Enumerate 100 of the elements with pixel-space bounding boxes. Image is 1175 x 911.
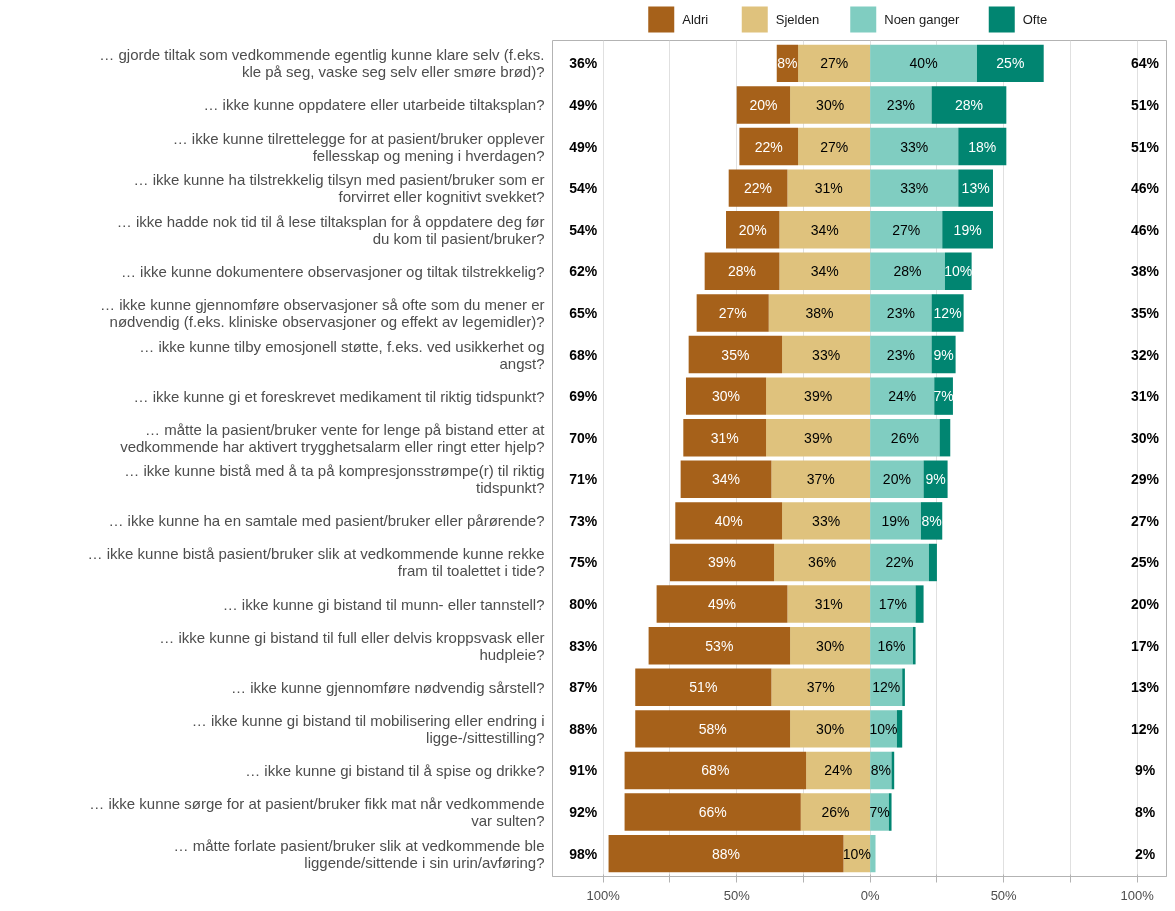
data-label: 16% [877, 637, 906, 654]
data-label: 88% [712, 845, 741, 862]
data-label: 10% [869, 720, 898, 737]
bar [739, 127, 799, 166]
data-label: 7% [933, 388, 954, 405]
text: 88% [569, 720, 598, 737]
text: 25% [1131, 554, 1160, 571]
data-label: 17% [878, 596, 907, 613]
text: 32% [1131, 346, 1160, 363]
text: 51% [1131, 138, 1160, 155]
text: 64% [1131, 55, 1160, 72]
data-label: 33% [812, 346, 841, 363]
bar [704, 252, 780, 291]
x-tick-label: 0% [860, 887, 881, 903]
bar [870, 335, 932, 374]
data-label: 35% [721, 346, 750, 363]
data-label: 24% [888, 388, 917, 405]
y-tick-label: … gjorde tiltak som vedkommende egentlig kunne klare selv (f.eks. kle på seg, vaske seg selv eller smøre brød)? [99, 46, 545, 81]
bar [870, 377, 935, 415]
y-tick-label: … ikke kunne oppdatere eller utarbeide tiltaksplan? [203, 96, 545, 114]
bar [635, 668, 772, 706]
text: 8% [1134, 804, 1156, 821]
data-label: 39% [708, 554, 737, 571]
data-label: 12% [933, 304, 962, 321]
bar [870, 44, 977, 83]
data-label: 9% [933, 346, 954, 363]
bar [736, 86, 791, 124]
text: 49% [569, 96, 598, 113]
text: 38% [1131, 263, 1160, 280]
data-label: 22% [754, 138, 783, 155]
bar [669, 543, 775, 582]
text: 36% [569, 55, 598, 72]
bar [635, 710, 791, 748]
data-label: 10% [944, 263, 973, 280]
y-tick-label: … ikke kunne bistå med å ta på kompresjonsstrømpe(r) til riktig tidspunkt? [124, 462, 545, 497]
bar [675, 502, 783, 540]
bar [798, 127, 871, 166]
data-label: 26% [890, 429, 919, 446]
text: 62% [569, 263, 598, 280]
bar [768, 294, 871, 332]
bar [976, 44, 1044, 83]
y-tick-label: … måtte la pasient/bruker vente for lenge på bistand etter at vedkommende har aktivert trygghetsalarm eller ringt etter hjelp? [120, 420, 546, 455]
bar [782, 502, 871, 540]
bar [608, 834, 844, 873]
bar [790, 626, 871, 665]
data-label: 23% [886, 304, 915, 321]
text: 75% [569, 554, 598, 571]
data-label: 22% [744, 180, 773, 197]
data-label: 19% [953, 221, 982, 238]
bar [870, 502, 921, 540]
bar [683, 418, 767, 457]
bar [766, 377, 871, 415]
bar [766, 418, 871, 457]
y-tick-label: … ikke kunne bistå pasient/bruker slik at vedkommende kunne rekke fram til toalettet i tide? [87, 545, 545, 580]
y-tick-label: … ikke hadde nok tid til å lese tiltaksplan for å oppdatere deg før du kom til pasient/bruker? [116, 212, 545, 247]
bar [902, 668, 905, 706]
data-label: 28% [728, 263, 757, 280]
data-label: 8% [870, 762, 891, 779]
data-label: 49% [708, 596, 737, 613]
y-tick-label: … ikke kunne ha en samtale med pasient/bruker eller pårørende? [108, 512, 545, 530]
data-label: 27% [718, 304, 747, 321]
y-tick-label: … ikke kunne gi bistand til å spise og drikke? [245, 761, 545, 779]
bar [870, 543, 929, 582]
bar [870, 294, 932, 332]
y-tick-label: … ikke kunne gi bistand til full eller delvis kroppsvask eller hudpleie? [159, 628, 545, 663]
data-label: 13% [961, 180, 990, 197]
data-label: 30% [816, 637, 845, 654]
data-label: 37% [806, 679, 835, 696]
bar [888, 793, 892, 831]
bar [726, 211, 780, 249]
data-label: 18% [968, 138, 997, 155]
text: 27% [1131, 512, 1160, 529]
text: 31% [1131, 388, 1160, 405]
data-label: 23% [886, 346, 915, 363]
data-label: 33% [900, 138, 929, 155]
bar [931, 86, 1007, 124]
data-label: 20% [738, 221, 767, 238]
bar [696, 294, 769, 332]
text: 83% [569, 637, 598, 654]
data-label: 8% [921, 512, 942, 529]
data-label: 27% [820, 138, 849, 155]
bar [648, 626, 791, 665]
data-label: 68% [701, 762, 730, 779]
bar [870, 169, 959, 207]
data-label: 33% [900, 180, 929, 197]
data-label: 53% [705, 637, 734, 654]
y-tick-label: … måtte forlate pasient/bruker slik at vedkommende ble liggende/sittende i sin urin/avføring? [173, 836, 545, 871]
y-tick-label: … ikke kunne sørge for at pasient/bruker fikk mat når vedkommende var sulten? [89, 795, 545, 830]
y-tick-label: … ikke kunne gi et foreskrevet medikament til riktig tidspunkt? [133, 387, 545, 405]
text: 46% [1131, 180, 1160, 197]
y-tick-label: … ikke kunne ha tilstrekkelig tilsyn med pasient/bruker som er forvirret eller kognitivt svekket? [133, 171, 545, 206]
text: 49% [569, 138, 598, 155]
y-tick-label: … ikke kunne gjennomføre observasjoner så ofte som du mener er nødvendig (f.eks. kliniske observasjoner og effekt av legemidler)? [100, 295, 545, 330]
bar [958, 169, 993, 207]
y-tick-label: … ikke kunne tilrettelegge for at pasient/bruker opplever fellesskap og mening i hverdagen? [172, 129, 545, 164]
text: 71% [569, 471, 598, 488]
bar [790, 710, 871, 748]
bar [915, 585, 924, 623]
text: 80% [569, 596, 598, 613]
bar [790, 86, 871, 124]
